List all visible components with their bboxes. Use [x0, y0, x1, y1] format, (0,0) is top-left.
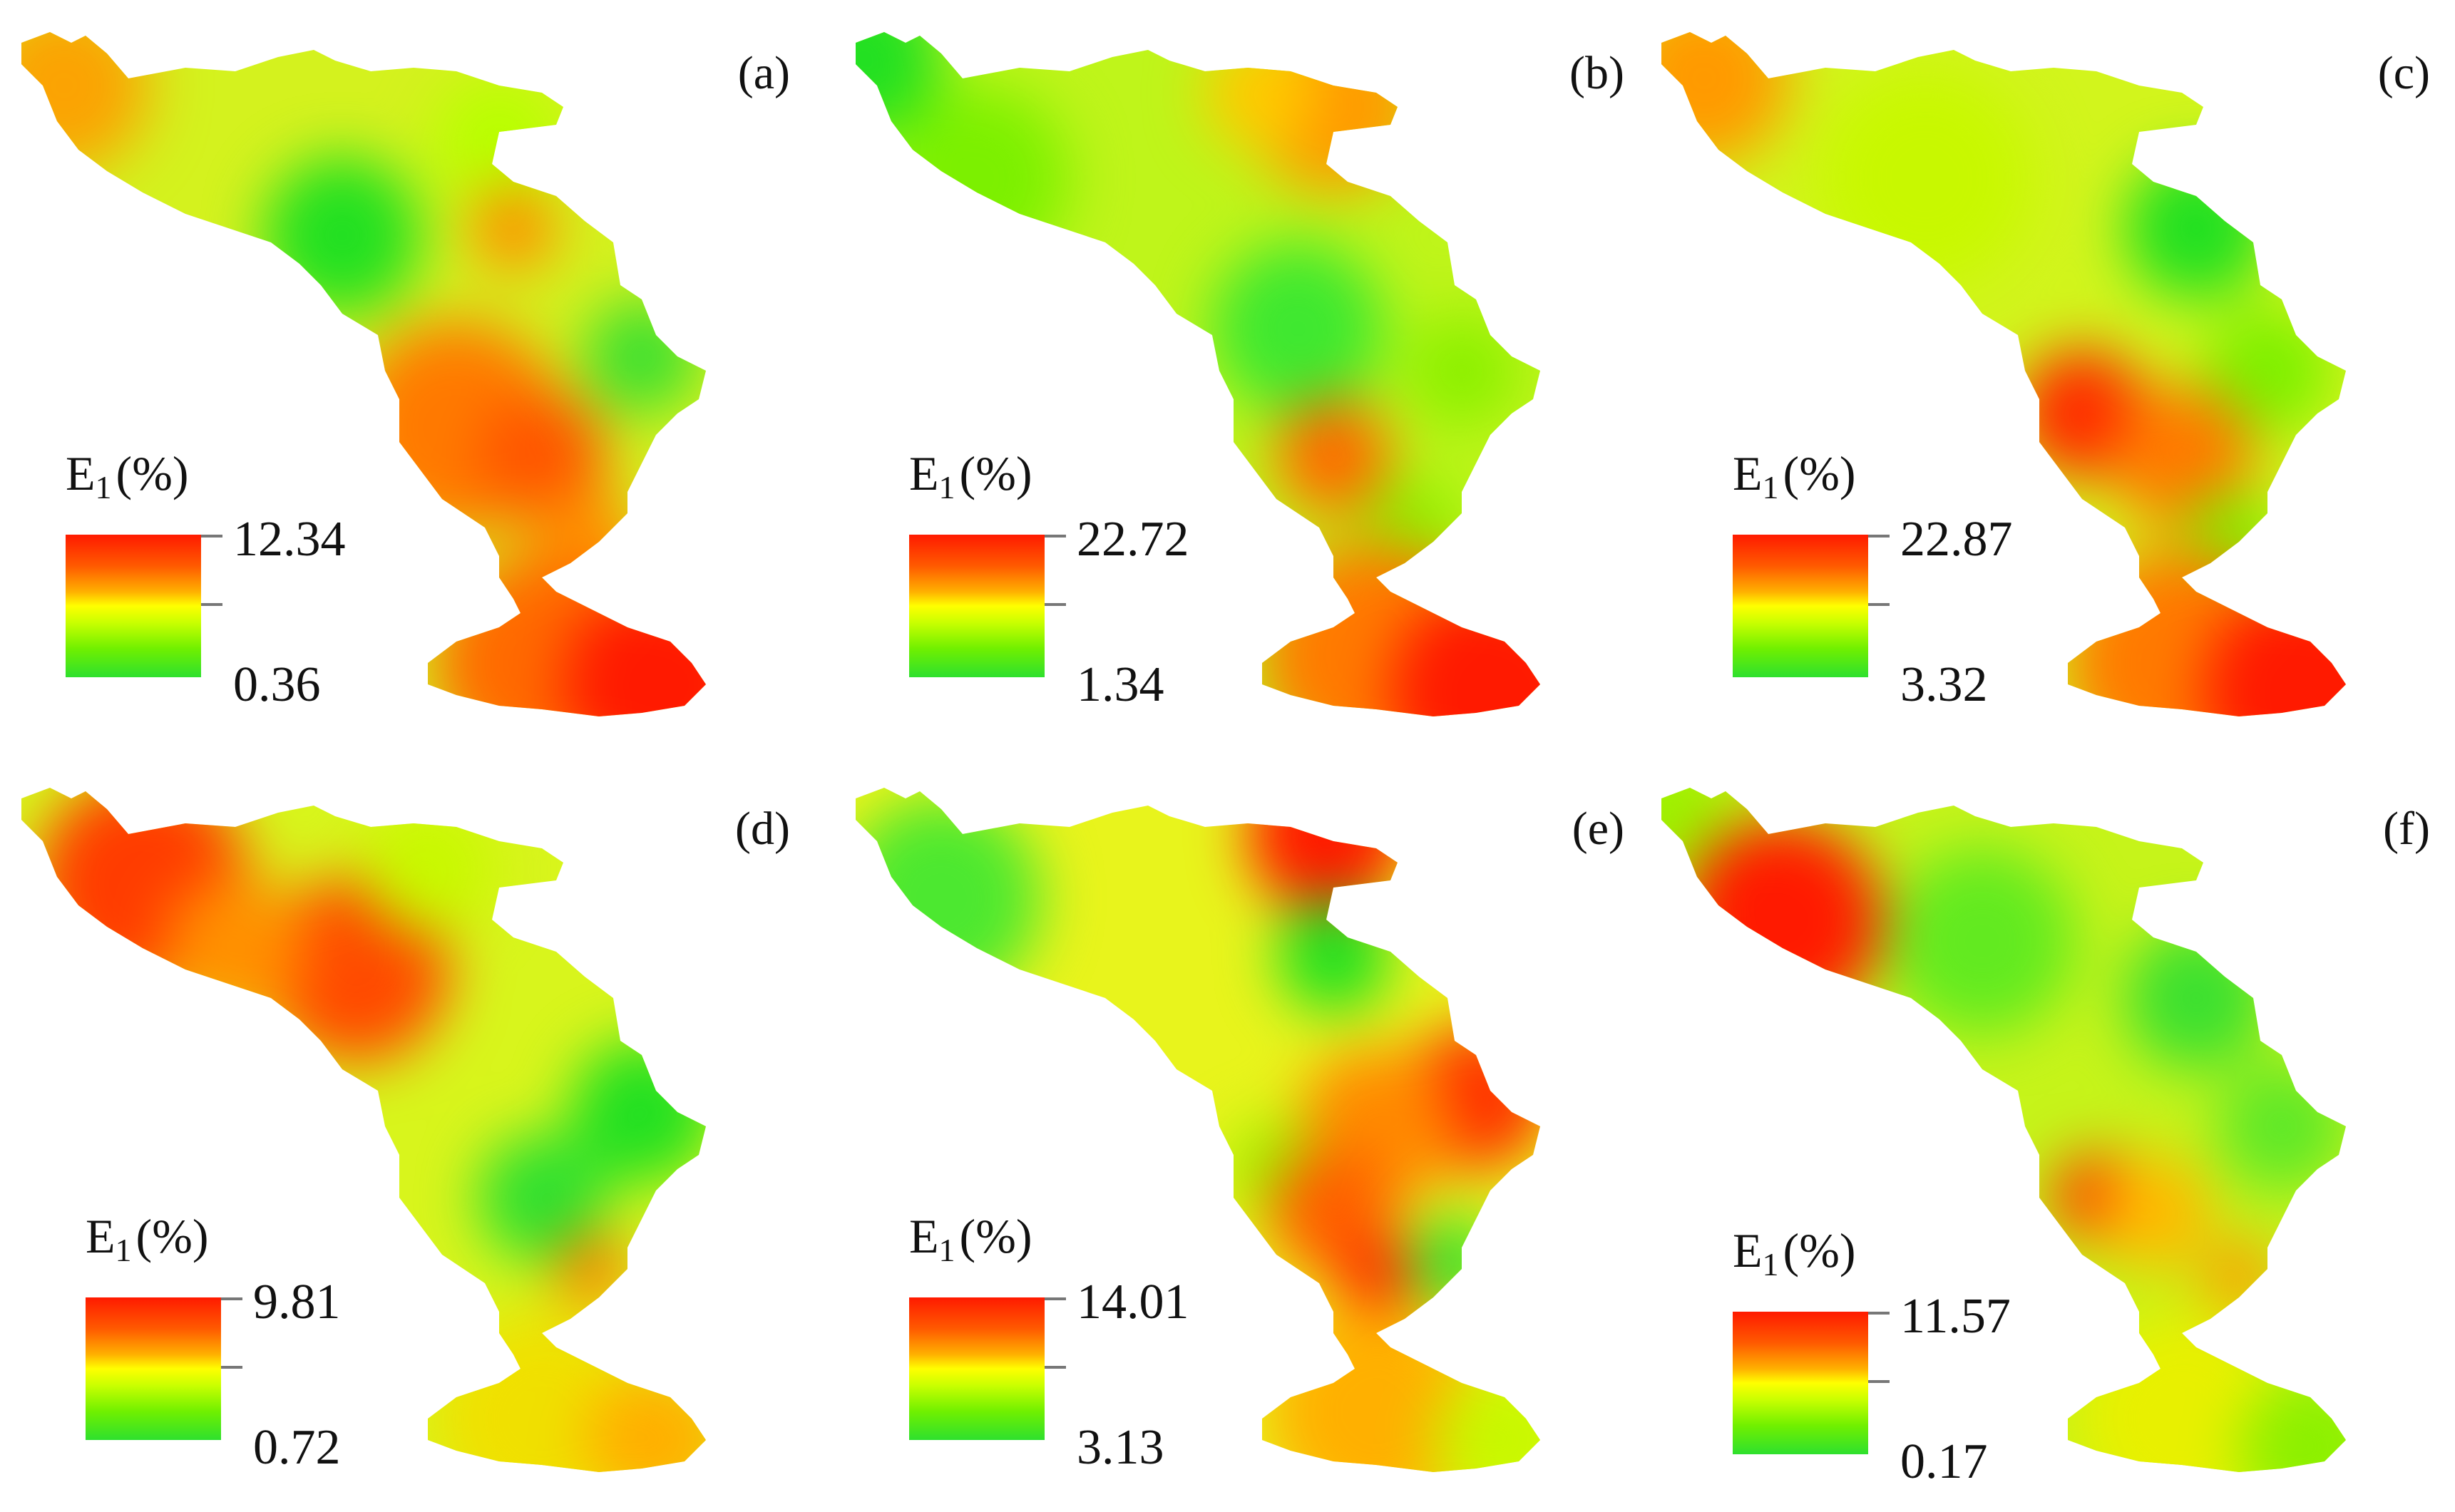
- legend: E1(%) 22.87 3.32: [1733, 449, 2161, 734]
- panel-label: (a): [737, 47, 790, 99]
- legend-tick-max: [221, 1297, 242, 1300]
- panel-a: (a) E1(%) 12.34 0.36: [0, 0, 819, 756]
- legend: E1(%) 11.57 0.17: [1733, 1226, 2161, 1511]
- legend: E1(%) 14.01 3.13: [909, 1212, 1337, 1497]
- legend-tick-mid: [221, 1366, 242, 1369]
- legend-min-value: 0.17: [1900, 1434, 1988, 1489]
- legend-tick-mid: [1868, 603, 1890, 606]
- legend: E1(%) 22.72 1.34: [909, 449, 1337, 734]
- legend-tick-max: [1045, 535, 1066, 538]
- map-a: [21, 32, 706, 716]
- legend-min-value: 3.13: [1077, 1420, 1164, 1475]
- legend-min-value: 3.32: [1900, 657, 1988, 712]
- legend-tick-max: [1045, 1297, 1066, 1300]
- panel-label: (b): [1569, 47, 1624, 99]
- panel-label: (c): [2377, 47, 2430, 99]
- legend-colorbar: [66, 535, 201, 677]
- panel-label: (f): [2383, 803, 2430, 855]
- legend-title: E1(%): [909, 1209, 1032, 1268]
- legend-tick-max: [1868, 1312, 1890, 1315]
- legend-min-value: 0.36: [233, 657, 321, 712]
- panel-e: (e) E1(%) 14.01 3.13: [834, 756, 1653, 1511]
- map-f: [1661, 788, 2346, 1472]
- panel-b: (b) E1(%) 22.72 1.34: [834, 0, 1653, 756]
- legend: E1(%) 12.34 0.36: [66, 449, 493, 734]
- panel-d: (d) E1(%) 9.81 0.72: [0, 756, 819, 1511]
- legend-min-value: 1.34: [1077, 657, 1164, 712]
- legend-tick-mid: [1868, 1380, 1890, 1383]
- legend-colorbar: [909, 535, 1045, 677]
- legend-max-value: 14.01: [1077, 1275, 1189, 1330]
- legend-title: E1(%): [1733, 446, 1856, 505]
- legend-tick-max: [201, 535, 222, 538]
- legend-max-value: 9.81: [253, 1275, 341, 1330]
- legend-title: E1(%): [909, 446, 1032, 505]
- legend: E1(%) 9.81 0.72: [86, 1212, 513, 1497]
- legend-colorbar: [1733, 535, 1868, 677]
- legend-title: E1(%): [1733, 1223, 1856, 1282]
- legend-max-value: 22.72: [1077, 512, 1189, 567]
- legend-max-value: 22.87: [1900, 512, 2013, 567]
- panel-c: (c) E1(%) 22.87 3.32: [1640, 0, 2455, 756]
- legend-max-value: 11.57: [1900, 1289, 2011, 1344]
- legend-min-value: 0.72: [253, 1420, 341, 1475]
- panel-label: (e): [1572, 803, 1624, 855]
- legend-colorbar: [909, 1297, 1045, 1440]
- legend-tick-mid: [201, 603, 222, 606]
- panel-label: (d): [735, 803, 790, 855]
- map-c: [1661, 32, 2346, 716]
- panel-f: (f) E1(%) 11.57 0.17: [1640, 756, 2455, 1511]
- legend-title: E1(%): [86, 1209, 209, 1268]
- legend-tick-max: [1868, 535, 1890, 538]
- legend-tick-mid: [1045, 603, 1066, 606]
- legend-colorbar: [86, 1297, 221, 1440]
- legend-colorbar: [1733, 1312, 1868, 1454]
- legend-max-value: 12.34: [233, 512, 346, 567]
- legend-title: E1(%): [66, 446, 189, 505]
- legend-tick-mid: [1045, 1366, 1066, 1369]
